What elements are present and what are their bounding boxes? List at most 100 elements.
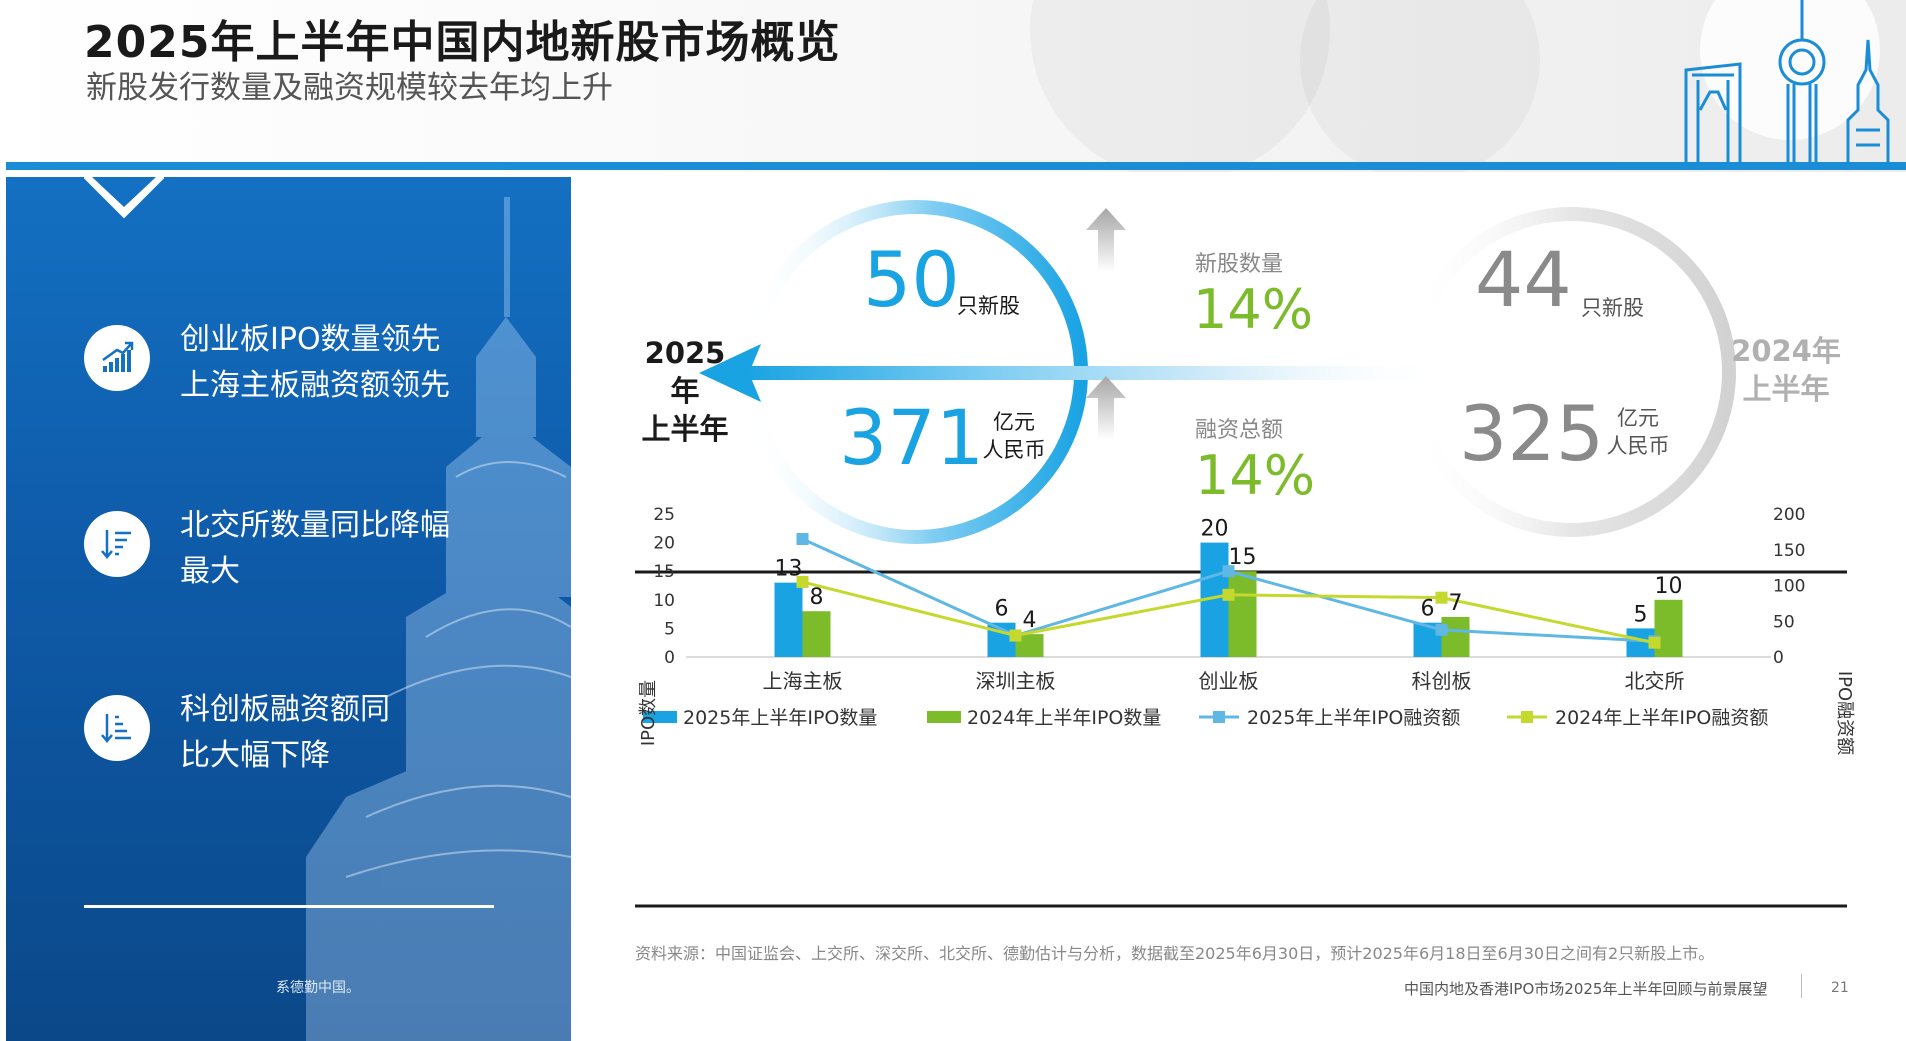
previous-ipo-amount: 325	[1459, 389, 1605, 478]
year-line: 2025年	[644, 336, 726, 408]
count-growth-value: 14%	[1193, 278, 1314, 341]
highlight-text-2: 北交所数量同比降幅 最大	[180, 503, 450, 595]
data-source-note: 资料来源：中国证监会、上交所、深交所、北交所、德勤估计与分析，数据截至2025年…	[635, 944, 1715, 963]
line-point	[1648, 636, 1661, 649]
legend-swatch	[1213, 711, 1225, 723]
highlight-line: 科创板融资额同	[180, 692, 390, 727]
line-point	[796, 575, 809, 588]
highlight-item-3: 科创板融资额同 比大幅下降	[84, 687, 571, 787]
report-title: 中国内地及香港IPO市场2025年上半年回顾与前景展望	[1404, 980, 1768, 998]
y-tick-label: 5	[664, 619, 675, 639]
x-tick-label: 科创板	[1412, 669, 1472, 693]
previous-amount-unit: 亿元 人民币	[1603, 404, 1673, 460]
highlight-line: 北交所数量同比降幅	[180, 508, 450, 543]
bar	[1413, 622, 1442, 657]
current-ipo-count-unit: 只新股	[957, 294, 1020, 318]
previous-ipo-count: 44	[1475, 235, 1572, 324]
y2-tick-label: 50	[1773, 612, 1795, 632]
bar-data-label: 10	[1655, 574, 1683, 599]
amount-growth-value: 14%	[1195, 444, 1316, 507]
y2-tick-label: 0	[1773, 648, 1784, 668]
unit-line: 亿元	[993, 410, 1035, 434]
page-header: 2025年上半年中国内地新股市场概览 新股发行数量及融资规模较去年均上升	[0, 0, 1906, 172]
bar	[987, 622, 1016, 657]
highlight-text-1: 创业板IPO数量领先 上海主板融资额领先	[180, 317, 450, 409]
legend-label: 2024年上半年IPO融资额	[1555, 707, 1768, 729]
bar	[802, 611, 831, 657]
year-line: 上半年	[1742, 372, 1830, 406]
y-tick-label: 0	[664, 648, 675, 668]
amount-growth-label: 融资总额	[1195, 418, 1284, 443]
bar-data-label: 7	[1449, 591, 1463, 616]
bar	[1015, 634, 1044, 657]
line-series	[802, 580, 1655, 645]
line-point	[1009, 629, 1022, 642]
count-growth-label: 新股数量	[1195, 252, 1284, 277]
bar	[774, 582, 803, 657]
sort-descending-icon	[84, 511, 150, 577]
bar	[1654, 599, 1683, 657]
line-point	[1222, 588, 1235, 601]
current-year-label: 2025年 上半年	[635, 334, 735, 448]
highlight-text-3: 科创板融资额同 比大幅下降	[180, 687, 390, 779]
y-axis-label: IPO数量	[638, 680, 659, 746]
highlight-item-1: 创业板IPO数量领先 上海主板融资额领先	[84, 317, 571, 417]
page-title: 2025年上半年中国内地新股市场概览	[84, 17, 841, 68]
line-point	[1648, 635, 1661, 648]
panel-note: 系德勤中国。	[276, 980, 360, 996]
line-point	[1435, 591, 1448, 604]
highlights-panel: 创业板IPO数量领先 上海主板融资额领先 北交所数量同比降幅 最大 科创板融资额…	[6, 177, 571, 1041]
page-subtitle: 新股发行数量及融资规模较去年均上升	[86, 70, 613, 106]
kpi-graphic	[699, 200, 1736, 544]
footer-divider	[1801, 974, 1802, 998]
y2-axis-label: IPO融资额	[1834, 671, 1855, 755]
bar	[1441, 616, 1470, 657]
highlight-line: 最大	[180, 554, 240, 589]
panel-notch	[84, 177, 164, 219]
x-tick-label: 北交所	[1625, 669, 1685, 693]
current-ipo-amount: 371	[839, 393, 985, 482]
main-content: 2025年 上半年 2024年 上半年 50 只新股 371 亿元 人民币 44…	[571, 172, 1906, 1041]
city-skyline-icon	[1684, 0, 1890, 165]
previous-ipo-count-unit: 只新股	[1581, 296, 1644, 320]
up-arrow-icon	[1086, 376, 1126, 440]
legend-label: 2025年上半年IPO融资额	[1247, 707, 1460, 729]
comparison-arrow-shaft	[746, 366, 1446, 380]
bar-data-label: 5	[1634, 602, 1648, 627]
y2-tick-label: 100	[1773, 577, 1805, 597]
sort-ascending-icon	[84, 695, 150, 761]
x-tick-label: 深圳主板	[976, 669, 1056, 693]
legend-label: 2025年上半年IPO数量	[683, 707, 877, 729]
legend-swatch	[643, 711, 677, 723]
highlight-line: 比大幅下降	[180, 738, 330, 773]
highlight-line: 上海主板融资额领先	[180, 368, 450, 403]
bar-data-label: 8	[810, 585, 824, 610]
bar-data-label: 4	[1023, 608, 1037, 633]
panel-divider	[84, 905, 494, 908]
left-arrow-icon	[699, 344, 761, 402]
highlight-line: 创业板IPO数量领先	[180, 322, 441, 357]
line-point	[1009, 629, 1022, 642]
bar-data-label: 6	[995, 597, 1009, 622]
year-line: 2024年	[1731, 334, 1841, 368]
current-amount-unit: 亿元 人民币	[979, 408, 1049, 464]
bar	[1228, 571, 1257, 657]
header-decoration	[1300, 0, 1540, 172]
y-tick-label: 10	[653, 591, 675, 611]
legend-label: 2024年上半年IPO数量	[967, 707, 1161, 729]
building-background-image	[306, 197, 571, 1041]
x-tick-label: 创业板	[1199, 669, 1259, 693]
unit-line: 亿元	[1617, 406, 1659, 430]
unit-line: 人民币	[982, 438, 1046, 462]
page-number: 21	[1831, 980, 1849, 996]
line-point	[1435, 623, 1448, 636]
header-divider	[6, 162, 1906, 170]
x-tick-label: 上海主板	[763, 669, 843, 693]
current-ipo-count: 50	[863, 235, 960, 324]
previous-year-label: 2024年 上半年	[1731, 332, 1841, 408]
rising-bar-chart-icon	[84, 325, 150, 391]
legend-swatch	[927, 711, 961, 723]
unit-line: 人民币	[1606, 434, 1670, 458]
legend-swatch	[1521, 711, 1533, 723]
highlight-item-2: 北交所数量同比降幅 最大	[84, 503, 571, 603]
